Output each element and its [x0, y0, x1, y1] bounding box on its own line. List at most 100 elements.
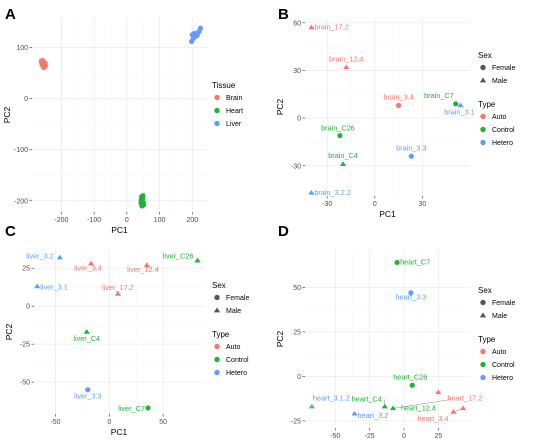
panel-letter: C: [5, 223, 16, 240]
point-label: liver_C4: [73, 334, 100, 343]
legend-type: Type Auto Control Hetero: [478, 100, 515, 147]
point-label: liver_17.2: [102, 283, 134, 292]
data-point: [339, 161, 347, 166]
legend-key: [480, 126, 486, 133]
point-label: brain_3.4: [383, 92, 413, 101]
legend-tissue: Tissue Brain Heart Liver: [212, 81, 243, 128]
panel-c: C -50 0 50 -50 -25 0 25 PC1 PC2 liver_3.2 liver_3.4…: [4, 223, 249, 437]
data-point: [435, 389, 442, 395]
legend-type: Type Auto Control Hetero: [478, 335, 515, 382]
legend-label: Liver: [226, 121, 242, 128]
legend-key: [214, 343, 220, 350]
y-tick-label: 30: [293, 68, 301, 75]
point-label: heart_12.4: [401, 403, 436, 412]
point-label: heart_3.2: [358, 411, 389, 420]
data-point: [140, 193, 146, 199]
legend-label: Auto: [226, 344, 241, 351]
data-point: [453, 101, 459, 107]
y-tick-label: 100: [16, 45, 28, 52]
data-point: [308, 189, 315, 195]
data-points: [38, 25, 204, 209]
legend-title: Tissue: [212, 81, 236, 90]
point-label: liver_3.2: [26, 252, 54, 261]
y-axis-title: PC2: [275, 330, 285, 347]
legend-key: [480, 374, 486, 381]
legend-key: [214, 107, 220, 114]
data-point: [56, 254, 63, 260]
data-point: [145, 405, 151, 411]
y-tick-label: -50: [20, 380, 30, 387]
x-tick-label: -50: [50, 419, 60, 426]
point-label: liver_C7: [118, 404, 145, 413]
data-point: [389, 405, 397, 411]
data-point: [460, 405, 467, 411]
y-tick-label: 0: [26, 304, 30, 311]
y-axis-title: PC2: [275, 98, 285, 115]
x-tick-label: -30: [322, 201, 332, 208]
legend-label: Control: [492, 362, 515, 369]
gridlines: [34, 250, 204, 414]
legend-key: [480, 348, 486, 355]
legend-key: [480, 361, 486, 368]
x-tick-label: 100: [154, 217, 166, 224]
gridlines: [32, 18, 207, 212]
legend-title: Type: [478, 100, 496, 109]
data-point: [343, 64, 350, 70]
legend-label: Male: [226, 308, 241, 315]
panel-letter: D: [278, 223, 289, 240]
legend-label: Brain: [226, 95, 242, 102]
legend-title: Sex: [478, 51, 492, 60]
data-point: [83, 329, 90, 334]
point-label: brain_C26: [321, 124, 355, 133]
point-label: heart_C7: [400, 257, 430, 266]
legend-label: Heart: [226, 108, 243, 115]
y-tick-label: 60: [293, 20, 301, 27]
legend-title: Type: [478, 335, 496, 344]
point-label: brain_3.3: [396, 143, 426, 152]
y-tick-label: 0: [24, 96, 28, 103]
legend-title: Type: [212, 330, 230, 339]
legend-label: Female: [226, 295, 249, 302]
y-tick-label: -100: [14, 147, 28, 154]
x-axis-title: PC1: [111, 225, 128, 235]
point-label: liver_C26: [163, 252, 194, 261]
legend-label: Control: [492, 127, 515, 134]
legend-key-triangle: [213, 307, 221, 313]
point-label: liver_3.3: [74, 392, 102, 401]
data-point: [196, 28, 202, 34]
x-tick-label: -25: [365, 433, 375, 440]
data-point: [450, 409, 457, 414]
data-point: [408, 290, 414, 296]
y-tick-label: 50: [293, 285, 301, 292]
x-tick-label: -200: [54, 217, 68, 224]
data-point: [39, 62, 45, 68]
data-point: [308, 403, 315, 409]
point-label: heart_3.3: [395, 293, 426, 302]
point-label: brain_3.1: [444, 107, 474, 116]
data-point: [34, 283, 41, 289]
data-point: [189, 38, 195, 45]
point-label: heart_C26: [393, 372, 427, 381]
data-point: [194, 257, 201, 263]
legend-key-circle: [480, 64, 486, 71]
legend-key: [214, 356, 220, 363]
legend-label: Hetero: [492, 375, 513, 382]
x-tick-label: 50: [159, 419, 167, 426]
panel-b: B -30 0 30 -30 0 30 60 PC1 PC2 brain_17.2 brain_12.…: [275, 6, 515, 219]
y-tick-label: -200: [14, 198, 28, 205]
data-point: [457, 102, 464, 108]
x-tick-label: 0: [107, 419, 111, 426]
y-tick-label: -30: [291, 163, 301, 170]
data-point: [143, 262, 151, 267]
data-point: [85, 387, 91, 393]
y-tick-label: 0: [297, 116, 301, 123]
y-tick-label: 25: [293, 329, 301, 336]
data-point: [394, 259, 400, 266]
data-point: [308, 24, 315, 30]
x-tick-label: 0: [402, 433, 406, 440]
plot-background: [32, 18, 207, 212]
label-leader-line: [392, 399, 451, 409]
legend-key: [480, 113, 486, 120]
